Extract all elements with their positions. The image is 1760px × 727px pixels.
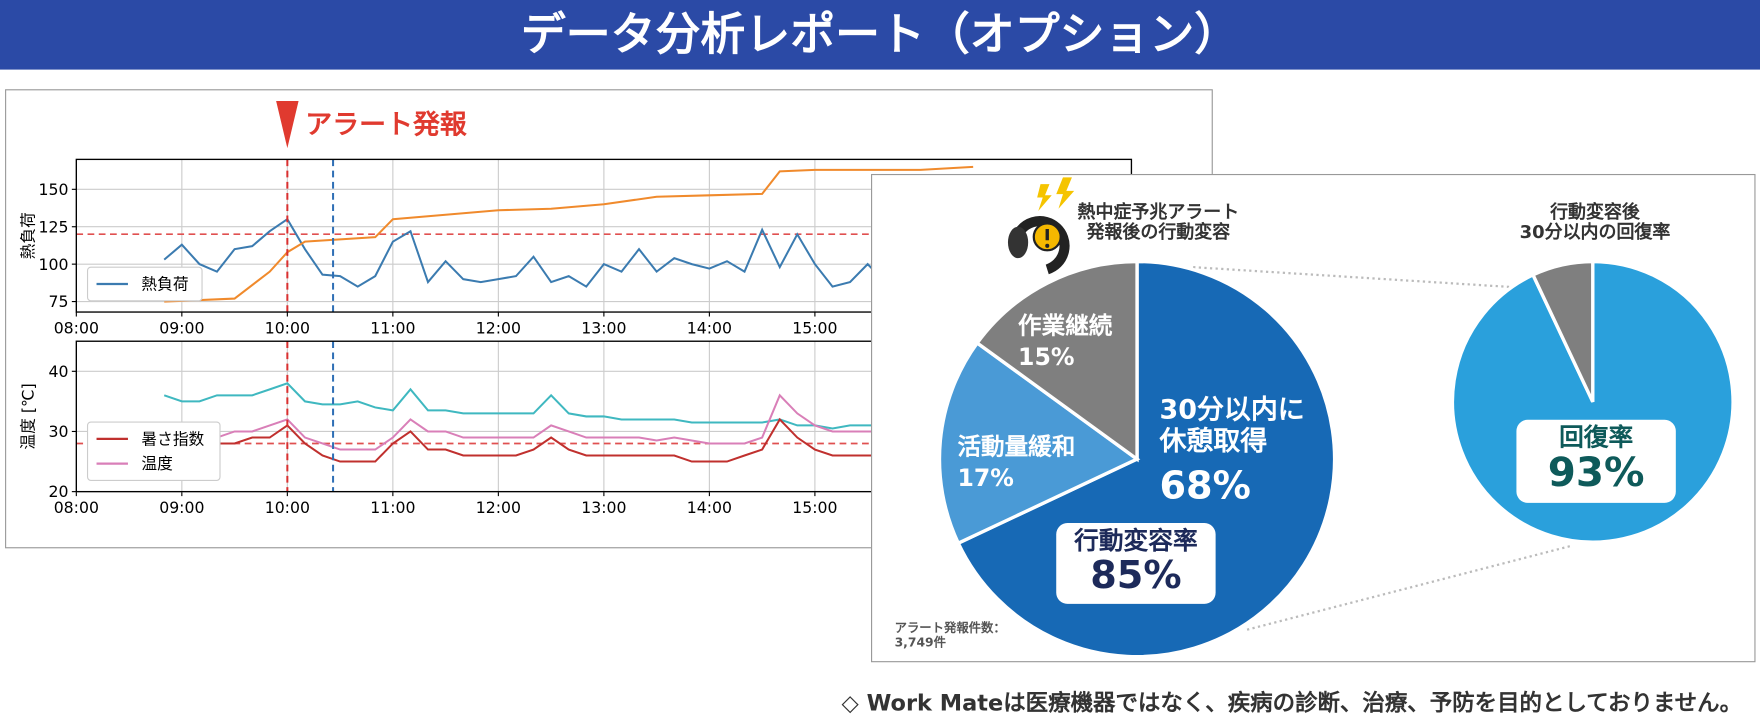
series-line (164, 165, 974, 303)
pie-slice (1530, 259, 1595, 403)
series-line (163, 417, 886, 463)
pie-canvas (937, 177, 1735, 659)
x-tick-label: 11:00 (370, 498, 415, 517)
alert-marker (276, 101, 299, 149)
disclaimer: ◇ Work Mateは医療機器ではなく、疾病の診断、治療、予防を目的としており… (841, 689, 1743, 717)
pie-value-label: 93% (1547, 450, 1645, 497)
pie-label: 活動量緩和 (957, 433, 1076, 461)
x-tick-label: 12:00 (476, 498, 521, 517)
series-line (163, 217, 886, 288)
y-tick-label: 30 (48, 422, 68, 441)
badge (1056, 523, 1216, 604)
x-tick-label: 08:00 (54, 498, 99, 517)
pie-slice (956, 259, 1337, 659)
series-line (163, 393, 886, 451)
x-tick-label: 12:00 (476, 318, 521, 337)
legend (86, 421, 221, 481)
pie-title: 行動変容後 30分以内の回復率 (1519, 200, 1671, 243)
pie-slice (937, 340, 1141, 546)
pie-label: 30分以内に 休憩取得 (1159, 393, 1305, 457)
x-tick-label: 10:00 (265, 498, 310, 517)
x-tick-label: 09:00 (159, 498, 204, 517)
header-title: データ分析レポート（オプション） (0, 0, 1760, 70)
x-tick-label: 08:00 (54, 318, 99, 337)
badge-value: 85% (1090, 553, 1182, 599)
badge (1516, 419, 1676, 503)
x-tick-label: 13:00 (581, 318, 626, 337)
legend-label: 温度 (141, 454, 173, 473)
x-tick-label: 14:00 (687, 498, 732, 517)
x-tick-label: 15:00 (792, 498, 837, 517)
legend-label: 熱負荷 (141, 275, 188, 294)
y-axis-label: 熱負荷 (19, 212, 38, 259)
pie-value-label: 15% (1018, 343, 1075, 371)
badge-label: 行動変容率 (1074, 527, 1198, 556)
x-tick-label: 13:00 (581, 498, 626, 517)
y-tick-label: 150 (38, 180, 68, 199)
pie-value-label: 17% (957, 464, 1014, 492)
x-tick-label: 10:00 (265, 318, 310, 337)
x-tick-label: 14:00 (687, 318, 732, 337)
connector (1193, 266, 1517, 289)
x-tick-label: 11:00 (370, 318, 415, 337)
y-axis-label: 温度 [℃] (19, 383, 38, 449)
y-tick-label: 20 (48, 482, 68, 501)
badge-label: 回復率 (1559, 424, 1634, 453)
x-tick-label: 09:00 (159, 318, 204, 337)
y-tick-label: 125 (38, 217, 68, 236)
note: アラート発報件数： 3,749件 (894, 620, 1006, 650)
pie-title: 熱中症予兆アラート 発報後の行動変容 (1077, 200, 1240, 243)
pie-label: 作業継続 (1018, 312, 1113, 339)
annotation: アラート発報 (305, 110, 467, 141)
y-tick-label: 75 (48, 292, 68, 311)
pie-panel: 熱中症予兆アラート 発報後の行動変容 行動変容後 30分以内の回復率 行動変容率… (871, 173, 1756, 663)
legend-label: 暑さ指数 (141, 429, 204, 448)
series-line (163, 382, 886, 430)
alert-icon (1007, 177, 1075, 275)
x-tick-label: 15:00 (792, 318, 837, 337)
pie-value-label: 68% (1159, 463, 1251, 509)
pie-slice (974, 259, 1139, 463)
y-tick-label: 100 (38, 255, 68, 274)
y-tick-label: 40 (48, 362, 68, 381)
legend (86, 266, 203, 302)
